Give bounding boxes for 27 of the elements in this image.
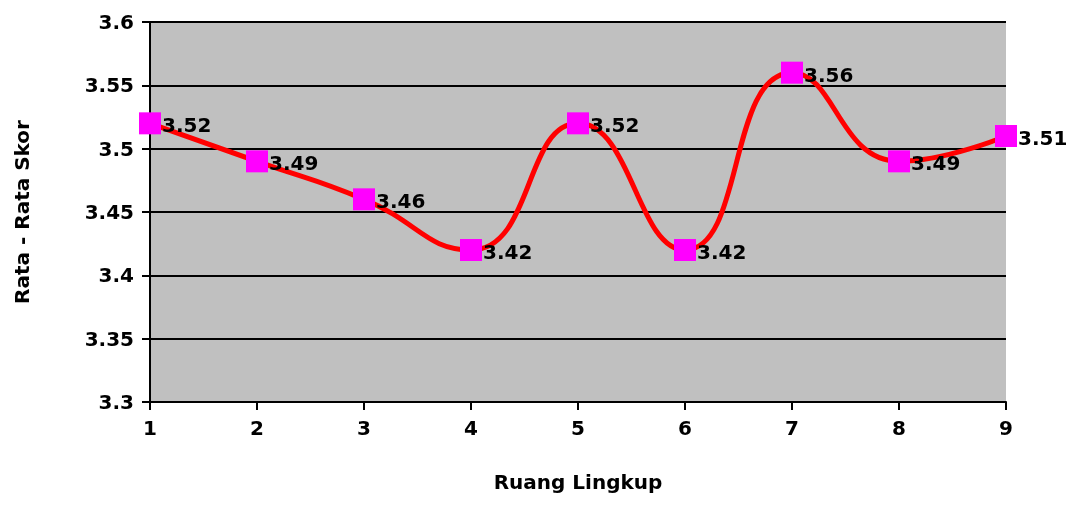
x-tick-label: 8	[892, 416, 906, 440]
data-label: 3.56	[804, 62, 854, 87]
y-tick-label: 3.5	[98, 136, 134, 161]
x-tick-label: 6	[678, 416, 692, 440]
y-tick-label: 3.45	[84, 200, 134, 224]
y-axis-title: Rata - Rata Skor	[10, 119, 34, 304]
x-tick-label: 5	[571, 416, 585, 440]
x-tick-label: 3	[357, 416, 371, 440]
data-label: 3.49	[269, 151, 319, 176]
y-tick-label: 3.3	[98, 390, 134, 414]
data-label: 3.46	[376, 189, 426, 214]
y-tick-label: 3.55	[84, 73, 134, 98]
data-label: 3.42	[483, 240, 533, 264]
data-label: 3.52	[162, 113, 212, 138]
x-tick-label: 9	[999, 416, 1013, 440]
x-axis-title: Ruang Lingkup	[493, 470, 663, 494]
x-tick-label: 2	[250, 416, 264, 440]
data-label: 3.51	[1018, 126, 1066, 150]
y-tick-label: 3.6	[98, 10, 134, 34]
data-label: 3.52	[590, 113, 640, 138]
data-label: 3.42	[697, 240, 747, 264]
y-tick-label: 3.35	[84, 326, 134, 351]
x-tick-label: 1	[143, 416, 157, 440]
data-label: 3.49	[911, 151, 961, 176]
x-tick-label: 7	[785, 416, 799, 440]
y-tick-label: 3.4	[98, 263, 134, 288]
x-tick-label: 4	[464, 416, 478, 440]
